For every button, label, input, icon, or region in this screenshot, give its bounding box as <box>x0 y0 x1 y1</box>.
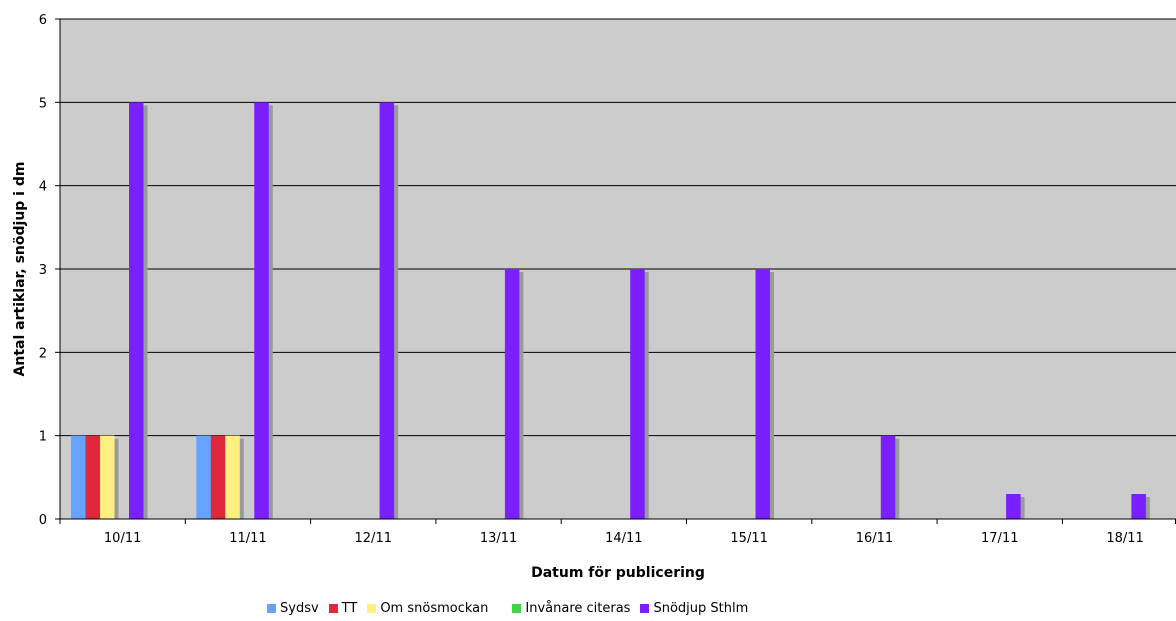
legend-item: Invånare citeras <box>512 601 630 616</box>
bar <box>880 435 896 519</box>
bar <box>254 102 269 519</box>
legend-swatch <box>328 603 338 613</box>
bars <box>71 102 1146 519</box>
legend-item: Snödjup Sthlm <box>640 601 748 616</box>
bar <box>630 269 645 519</box>
legend: Sydsv TT Om snösmockan Invånare citeras Snöd… <box>267 598 758 618</box>
bar <box>1006 494 1021 519</box>
bar <box>100 435 115 519</box>
legend-label: Snödjup Sthlm <box>653 600 749 616</box>
x-tick-label: 14/11 <box>605 531 642 546</box>
bar <box>210 435 226 519</box>
bar <box>755 269 770 519</box>
legend-swatch <box>267 603 276 613</box>
y-tick-label: 3 <box>39 263 47 278</box>
x-tick-label: 15/11 <box>730 531 767 546</box>
y-axis-title: Antal artiklar, snödjup i dm <box>12 162 28 377</box>
y-tick-label: 5 <box>39 96 47 111</box>
bar <box>85 435 100 519</box>
x-axis-title: Datum för publicering <box>531 565 705 581</box>
legend-label: Invånare citeras <box>525 600 631 616</box>
bar <box>71 435 86 519</box>
bar <box>504 269 520 519</box>
x-tick-labels: 10/11 11/11 12/11 13/11 14/11 15/11 16/11 17/11… <box>104 531 1144 546</box>
legend-label: TT <box>341 600 358 616</box>
legend-swatch <box>512 603 522 613</box>
bar <box>129 102 144 519</box>
y-tick-label: 2 <box>39 346 47 361</box>
x-tick-label: 13/11 <box>480 531 517 546</box>
x-tick-label: 12/11 <box>355 531 392 546</box>
x-tick-label: 18/11 <box>1106 531 1143 546</box>
bar <box>1131 494 1146 519</box>
legend-label: Om snösmockan <box>380 600 489 616</box>
y-tick-labels: 0 1 2 3 4 5 6 <box>39 13 47 528</box>
y-tick-label: 6 <box>39 13 47 28</box>
y-tick-label: 1 <box>39 430 47 445</box>
legend-item: Sydsv <box>267 601 319 616</box>
bar-chart: 0 1 2 3 4 5 6 10/11 11/11 12/11 13/11 14/11 15/11 16… <box>12 13 1176 581</box>
legend-swatch <box>367 603 377 613</box>
x-tick-label: 16/11 <box>856 531 893 546</box>
legend-label: Sydsv <box>280 600 319 616</box>
legend-swatch <box>640 603 650 613</box>
legend-item: TT <box>328 600 358 616</box>
x-tick-label: 10/11 <box>104 531 141 546</box>
bar <box>379 102 395 519</box>
x-tick-label: 17/11 <box>981 531 1018 546</box>
y-tick-label: 4 <box>39 180 47 195</box>
y-tick-label: 0 <box>39 513 47 528</box>
bar <box>225 435 240 519</box>
bar <box>196 435 211 519</box>
x-tick-label: 11/11 <box>229 531 266 546</box>
legend-item: Om snösmockan <box>367 601 488 616</box>
gridlines <box>60 18 1176 437</box>
axes <box>55 18 1176 524</box>
